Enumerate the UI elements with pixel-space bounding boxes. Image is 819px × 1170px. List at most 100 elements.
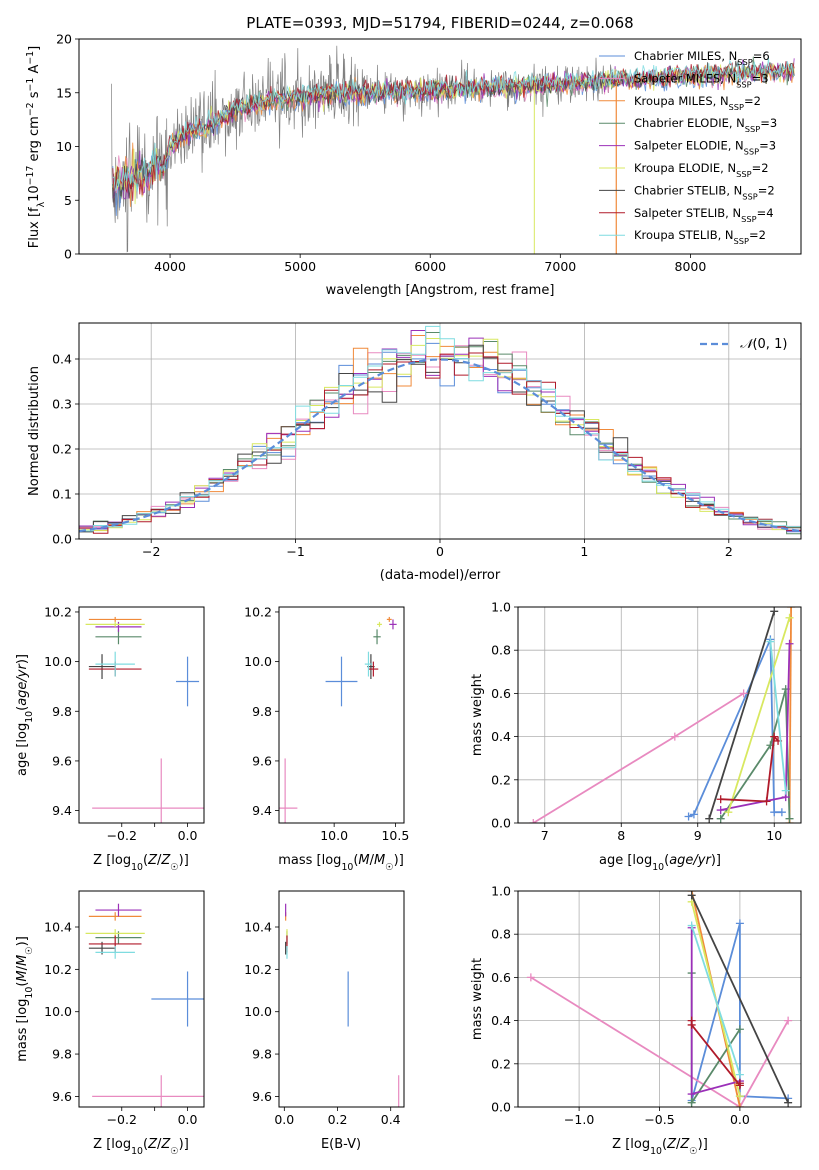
x-tick-label: 8000 bbox=[675, 259, 707, 274]
weight-line-s5 bbox=[727, 617, 791, 813]
x-tick-label: −0.5 bbox=[644, 1112, 674, 1127]
legend-label: Salpeter ELODIE, NSSP=3 bbox=[634, 139, 776, 157]
panel-spectrum: 4000 5000 6000 7000 8000 0 5 10 15 20 bbox=[56, 32, 802, 274]
x-tick-label: 0.0 bbox=[178, 828, 198, 843]
axes-border bbox=[278, 606, 405, 824]
y-tick-label: 1.0 bbox=[491, 884, 511, 899]
weight-line-s8 bbox=[690, 925, 741, 1075]
y-tick-label: 1.0 bbox=[491, 600, 511, 615]
weight-marker bbox=[687, 1090, 696, 1099]
weight-marker bbox=[716, 806, 725, 815]
weight-line-s6 bbox=[690, 894, 789, 1104]
axes-frame: 4000 5000 6000 7000 8000 0 5 10 15 20 bbox=[56, 32, 802, 274]
weight-marker bbox=[716, 795, 725, 804]
plot-area bbox=[85, 903, 204, 1107]
x-tick-label: 0 bbox=[436, 544, 444, 559]
x-tick-label: 0.0 bbox=[274, 1112, 294, 1127]
y-tick-label: 0.8 bbox=[491, 643, 511, 658]
weight-marker bbox=[687, 891, 696, 900]
axes-border bbox=[78, 606, 205, 824]
weight-line-s2 bbox=[788, 607, 792, 823]
y-tick-label: 10.2 bbox=[244, 962, 272, 977]
y-tick-label: 0.4 bbox=[52, 352, 72, 367]
y-tick-label: 0.4 bbox=[491, 1013, 511, 1028]
y-tick-label: 9.8 bbox=[52, 1047, 72, 1062]
y-tick-label: 10.0 bbox=[244, 654, 272, 669]
x-axis-label: wavelength [Angstrom, rest frame] bbox=[326, 283, 555, 298]
weight-marker bbox=[687, 1020, 696, 1029]
x-tick-label: −0.2 bbox=[107, 828, 137, 843]
plot-area bbox=[526, 891, 793, 1107]
model-spectrum-s8 bbox=[112, 57, 795, 192]
y-tick-label: 0.1 bbox=[52, 487, 72, 502]
weight-marker bbox=[762, 797, 771, 806]
legend-label: Chabrier STELIB, NSSP=2 bbox=[634, 183, 775, 201]
x-tick-label: 10.5 bbox=[381, 828, 409, 843]
y-tick-label: 0.2 bbox=[52, 442, 72, 457]
legend-label: Chabrier ELODIE, NSSP=3 bbox=[634, 116, 777, 134]
y-tick-label: 9.6 bbox=[52, 753, 72, 768]
y-tick-label: 0.6 bbox=[491, 686, 511, 701]
axes-frame: −2 −1 0 1 2 0.0 0.1 0.2 0.3 0.4 bbox=[52, 322, 802, 559]
model-spectrum-s5 bbox=[112, 61, 795, 205]
y-axis-label: mass weight bbox=[470, 958, 485, 1040]
y-tick-label: 10.0 bbox=[244, 1004, 272, 1019]
x-axis-label: age [log10(age/yr)] bbox=[599, 853, 721, 873]
y-axis-label: age [log10(age/yr)] bbox=[15, 654, 35, 776]
weight-marker bbox=[784, 1098, 793, 1107]
weight-marker bbox=[735, 1092, 744, 1101]
y-tick-label: 0.6 bbox=[491, 970, 511, 985]
y-axis-label: mass weight bbox=[470, 674, 485, 756]
y-tick-label: 0.0 bbox=[491, 1100, 511, 1115]
weight-marker bbox=[785, 814, 794, 823]
x-tick-label: −1.0 bbox=[564, 1112, 594, 1127]
y-tick-label: 10.4 bbox=[44, 920, 72, 935]
y-tick-label: 0.4 bbox=[491, 729, 511, 744]
histogram-s7 bbox=[79, 352, 801, 539]
panel-weight_vs_age: 7 8 9 10 0.0 0.2 0.4 0.6 0.8 1.0 bbox=[491, 600, 802, 843]
y-axis-label: Flux [fλ10−17 erg cm−2 s−1 A−1] bbox=[25, 46, 47, 248]
x-tick-label: 5000 bbox=[284, 259, 316, 274]
weight-marker bbox=[724, 808, 733, 817]
x-tick-label: −0.2 bbox=[107, 1112, 137, 1127]
y-tick-label: 10.2 bbox=[244, 604, 272, 619]
weight-marker bbox=[529, 819, 538, 823]
y-tick-label: 0.2 bbox=[491, 1056, 511, 1071]
x-axis-label: (data-model)/error bbox=[380, 568, 501, 583]
axes-border bbox=[517, 890, 802, 1108]
legend-label: Kroupa MILES, NSSP=2 bbox=[634, 94, 761, 112]
x-tick-label: 9 bbox=[694, 828, 702, 843]
y-tick-label: 15 bbox=[56, 85, 72, 100]
panel-weight_vs_Z: −1.0 −0.5 0.0 0.0 0.2 0.4 0.6 0.8 1.0 bbox=[491, 884, 802, 1127]
legend-spectrum: Chabrier MILES, NSSP=6 Salpeter MILES, NS… bbox=[599, 49, 777, 246]
y-tick-label: 9.6 bbox=[252, 753, 272, 768]
y-tick-label: 9.8 bbox=[252, 704, 272, 719]
y-tick-label: 0.2 bbox=[491, 772, 511, 787]
x-axis-label: Z [log10(Z/Z☉)] bbox=[612, 1137, 708, 1157]
weight-marker bbox=[784, 1016, 793, 1025]
x-axis-label: E(B-V) bbox=[321, 1137, 361, 1152]
x-axis-label: mass [log10(M/M☉)] bbox=[278, 853, 404, 873]
axes-frame: 7 8 9 10 0.0 0.2 0.4 0.6 0.8 1.0 bbox=[491, 600, 802, 843]
weight-line-s6 bbox=[708, 611, 776, 819]
weight-marker bbox=[735, 1079, 744, 1088]
weight-marker bbox=[766, 637, 775, 646]
x-tick-label: 1 bbox=[580, 544, 588, 559]
y-tick-label: 9.4 bbox=[252, 803, 272, 818]
x-tick-label: 0.0 bbox=[178, 1112, 198, 1127]
axes-border bbox=[78, 322, 802, 540]
weight-marker bbox=[689, 810, 698, 819]
y-tick-label: 9.6 bbox=[52, 1089, 72, 1104]
weight-marker bbox=[785, 639, 794, 648]
y-tick-label: 0.0 bbox=[52, 532, 72, 547]
weight-marker bbox=[684, 812, 693, 821]
x-tick-label: 7 bbox=[541, 828, 549, 843]
x-tick-label: 6000 bbox=[414, 259, 446, 274]
weight-marker bbox=[735, 1070, 744, 1079]
y-tick-label: 9.4 bbox=[52, 803, 72, 818]
legend-label: Kroupa STELIB, NSSP=2 bbox=[634, 228, 766, 246]
weight-marker bbox=[781, 786, 790, 795]
plot-area bbox=[529, 607, 796, 823]
observed-spectrum bbox=[111, 45, 617, 253]
